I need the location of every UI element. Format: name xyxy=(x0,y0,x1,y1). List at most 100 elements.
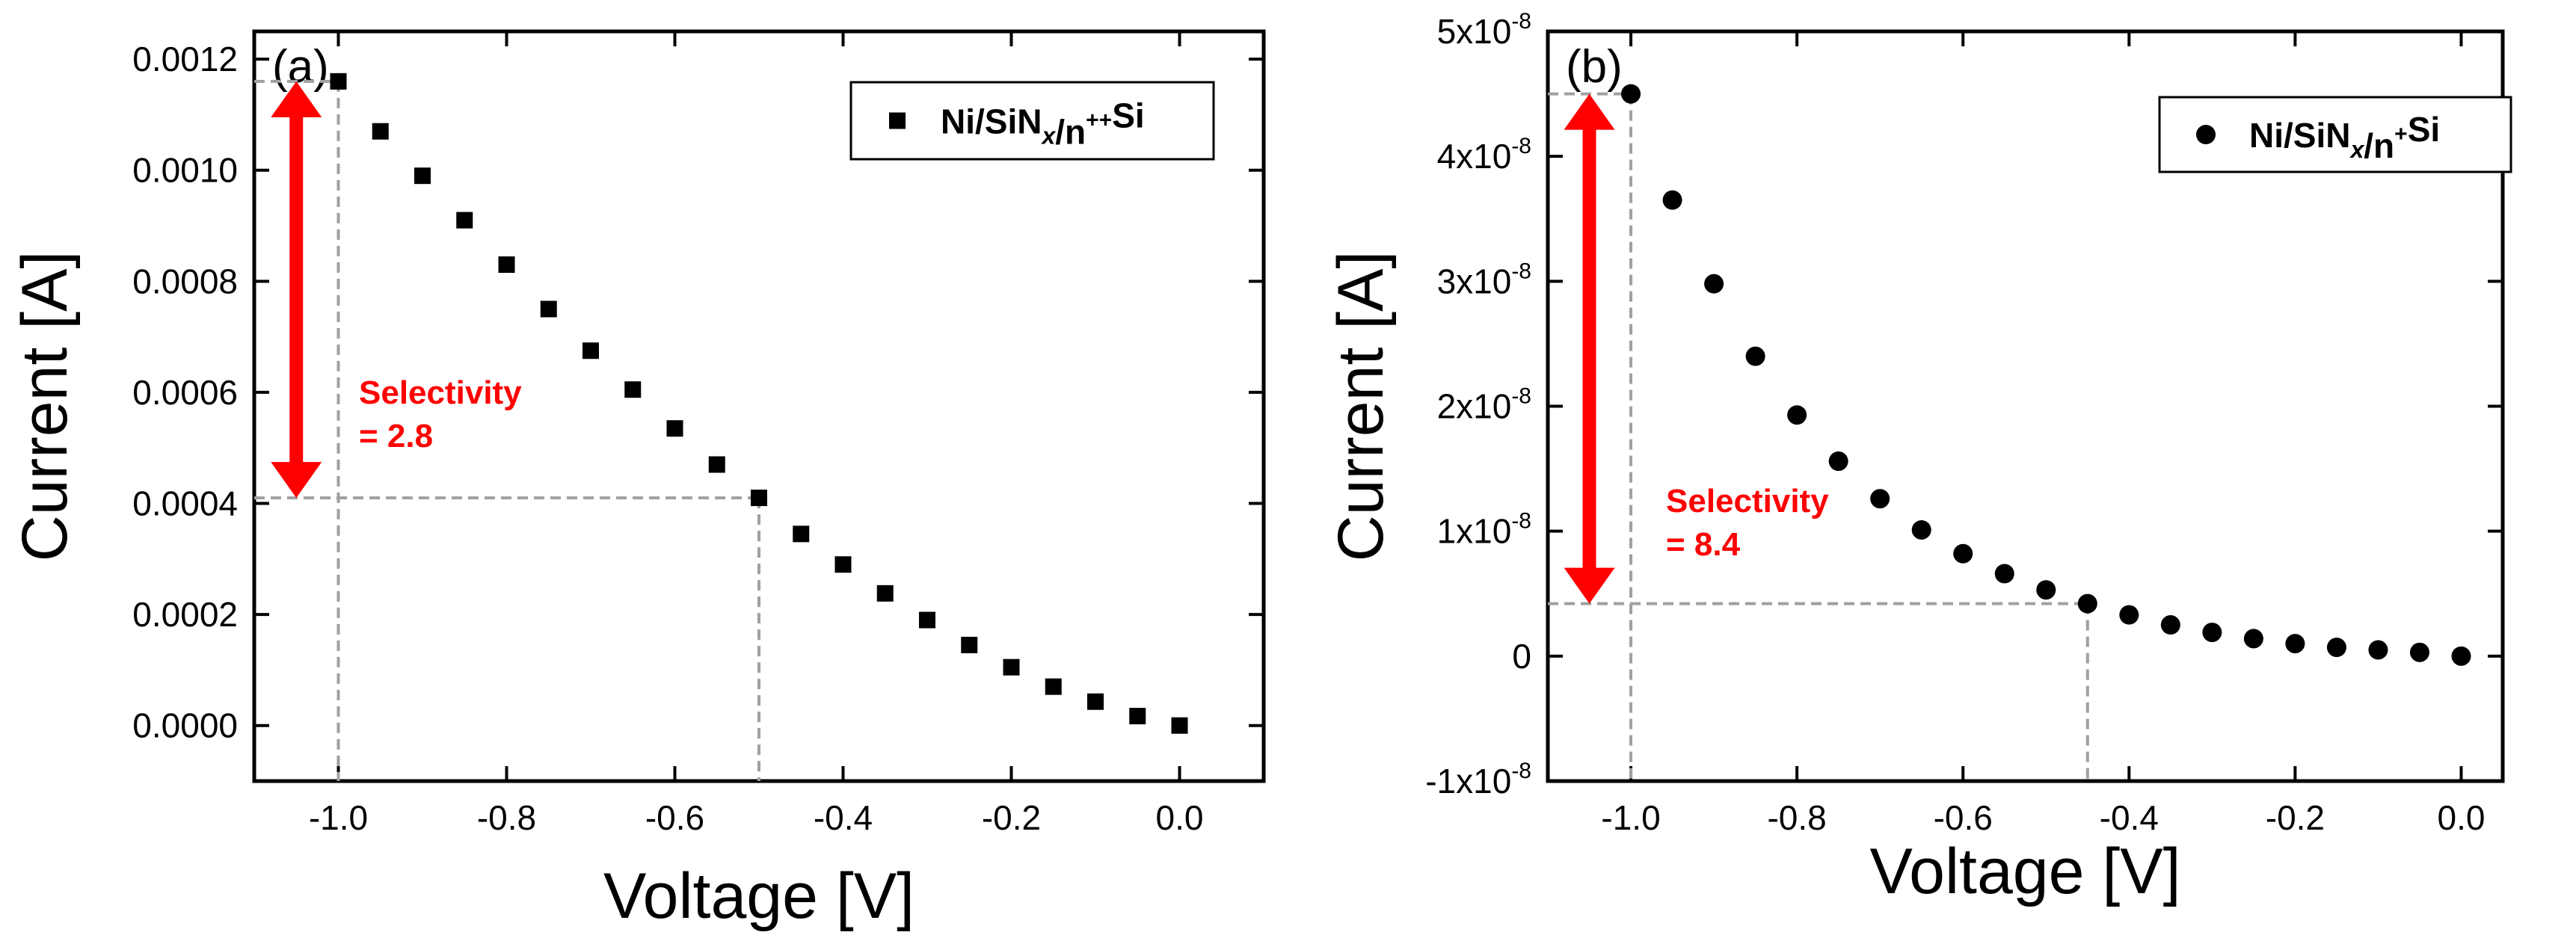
y-tick-label: 0.0004 xyxy=(132,484,238,523)
y-tick-label: 3x10-8 xyxy=(1437,259,1531,300)
legend-text-part: Ni/SiN xyxy=(2249,116,2350,155)
y-tick-exponent: -8 xyxy=(1511,759,1531,783)
y-tick-label: 0.0002 xyxy=(132,595,238,634)
legend-box xyxy=(849,81,1215,161)
data-point xyxy=(2326,638,2346,658)
y-tick-base: 3x10 xyxy=(1437,262,1512,300)
data-point xyxy=(1045,678,1062,695)
y-tick-label: 0.0006 xyxy=(132,373,238,412)
y-tick-label: 4x10-8 xyxy=(1437,134,1531,176)
data-point xyxy=(1787,405,1807,425)
legend-marker xyxy=(2196,125,2216,144)
selectivity-arrow xyxy=(1564,93,1615,604)
x-tick-label: -0.4 xyxy=(814,798,873,837)
x-tick-label: -0.2 xyxy=(2266,798,2325,837)
legend-text-part: ++ xyxy=(1086,108,1112,133)
selectivity-annotation: Selectivity xyxy=(359,374,522,411)
data-point xyxy=(1745,346,1765,366)
y-tick-exponent: -8 xyxy=(1511,509,1531,534)
data-point xyxy=(1171,717,1188,734)
data-point xyxy=(2285,634,2305,654)
x-tick-label: -0.8 xyxy=(1767,798,1826,837)
selectivity-annotation: = 2.8 xyxy=(359,418,433,454)
panel-label: (b) xyxy=(1566,41,1623,93)
y-tick-exponent: -8 xyxy=(1511,134,1531,158)
data-point xyxy=(1704,274,1724,294)
x-axis-title: Voltage [V] xyxy=(1870,836,2181,907)
legend-text-part: Ni/SiN xyxy=(941,102,1042,141)
data-point xyxy=(372,123,389,140)
data-point xyxy=(2077,593,2097,614)
data-point xyxy=(666,420,683,437)
selectivity-annotation: = 8.4 xyxy=(1666,526,1741,563)
data-point xyxy=(2160,615,2180,635)
data-point xyxy=(1870,489,1890,509)
panel-a-chart: -1.0 -0.8 -0.6 -0.4 -0.2 0.0 0.0000 0.0002 0.000… xyxy=(9,29,1266,932)
data-point xyxy=(624,381,642,398)
x-tick-label: -0.8 xyxy=(477,798,536,837)
selectivity-annotation: Selectivity xyxy=(1666,483,1829,519)
data-point xyxy=(2243,629,2263,649)
x-tick-label: -1.0 xyxy=(309,798,368,837)
data-point xyxy=(582,342,599,360)
legend-text-part: /n xyxy=(1055,113,1086,152)
data-point xyxy=(1129,708,1146,725)
x-axis-title: Voltage [V] xyxy=(603,860,914,932)
data-point xyxy=(1911,519,1931,540)
data-point xyxy=(414,167,431,185)
legend-label: Ni/SiNx/n+Si xyxy=(2249,110,2440,165)
panel-label: (a) xyxy=(272,41,329,93)
legend: Ni/SiNx/n++Si xyxy=(849,81,1215,161)
data-point xyxy=(2036,580,2056,600)
data-point xyxy=(2119,605,2139,625)
legend-text-part: Si xyxy=(1112,96,1144,135)
data-point xyxy=(2368,640,2388,660)
y-tick-base: 1x10 xyxy=(1437,512,1512,551)
x-tick-label: -0.6 xyxy=(645,798,704,837)
data-point xyxy=(1087,693,1104,710)
data-point xyxy=(456,212,473,229)
y-tick-label: 0.0008 xyxy=(132,262,238,300)
y-tick-label: 1x10-8 xyxy=(1437,509,1531,551)
y-tick-exponent: -8 xyxy=(1511,259,1531,283)
y-tick-base: 0 xyxy=(1512,637,1531,676)
y-tick-exponent: -8 xyxy=(1511,384,1531,409)
data-point xyxy=(1003,658,1020,676)
y-tick-label: 0.0010 xyxy=(132,151,238,190)
data-point xyxy=(2409,642,2429,662)
x-tick-label: -0.2 xyxy=(982,798,1041,837)
data-point xyxy=(919,611,935,629)
panel-b-chart: -1.0 -0.8 -0.6 -0.4 -0.2 0.0-1x10-801x10-82x1… xyxy=(1325,9,2512,907)
legend: Ni/SiNx/n+Si xyxy=(2158,96,2512,173)
data-point xyxy=(793,525,810,543)
legend-text-part: x xyxy=(1040,123,1056,149)
legend-text-part: x xyxy=(2349,136,2364,163)
data-point xyxy=(708,456,725,473)
y-tick-exponent: -8 xyxy=(1511,9,1531,34)
x-tick-label: 0.0 xyxy=(2438,798,2486,837)
data-point xyxy=(1662,190,1682,210)
data-point xyxy=(1621,84,1641,104)
x-tick-label: -1.0 xyxy=(1601,798,1660,837)
y-tick-label: 0 xyxy=(1512,637,1531,676)
data-point xyxy=(751,490,767,507)
data-point xyxy=(1953,543,1973,564)
selectivity-arrow xyxy=(271,81,322,499)
data-point xyxy=(1828,451,1848,472)
y-tick-label: 0.0000 xyxy=(132,706,238,745)
y-tick-label: 0.0012 xyxy=(132,40,238,78)
y-tick-label: 5x10-8 xyxy=(1437,9,1531,51)
legend-marker xyxy=(889,112,906,129)
x-tick-label: -0.4 xyxy=(2100,798,2159,837)
y-axis-title: Current [A] xyxy=(1325,251,1397,562)
y-tick-base: 4x10 xyxy=(1437,137,1512,176)
legend-label: Ni/SiNx/n++Si xyxy=(941,96,1145,152)
y-tick-label: 2x10-8 xyxy=(1437,384,1531,426)
data-point xyxy=(1994,564,2014,584)
y-axis-title: Current [A] xyxy=(9,251,81,562)
y-tick-base: -1x10 xyxy=(1425,762,1511,800)
x-tick-label: 0.0 xyxy=(1156,798,1204,837)
y-tick-base: 2x10 xyxy=(1437,387,1512,426)
data-point xyxy=(330,73,347,90)
